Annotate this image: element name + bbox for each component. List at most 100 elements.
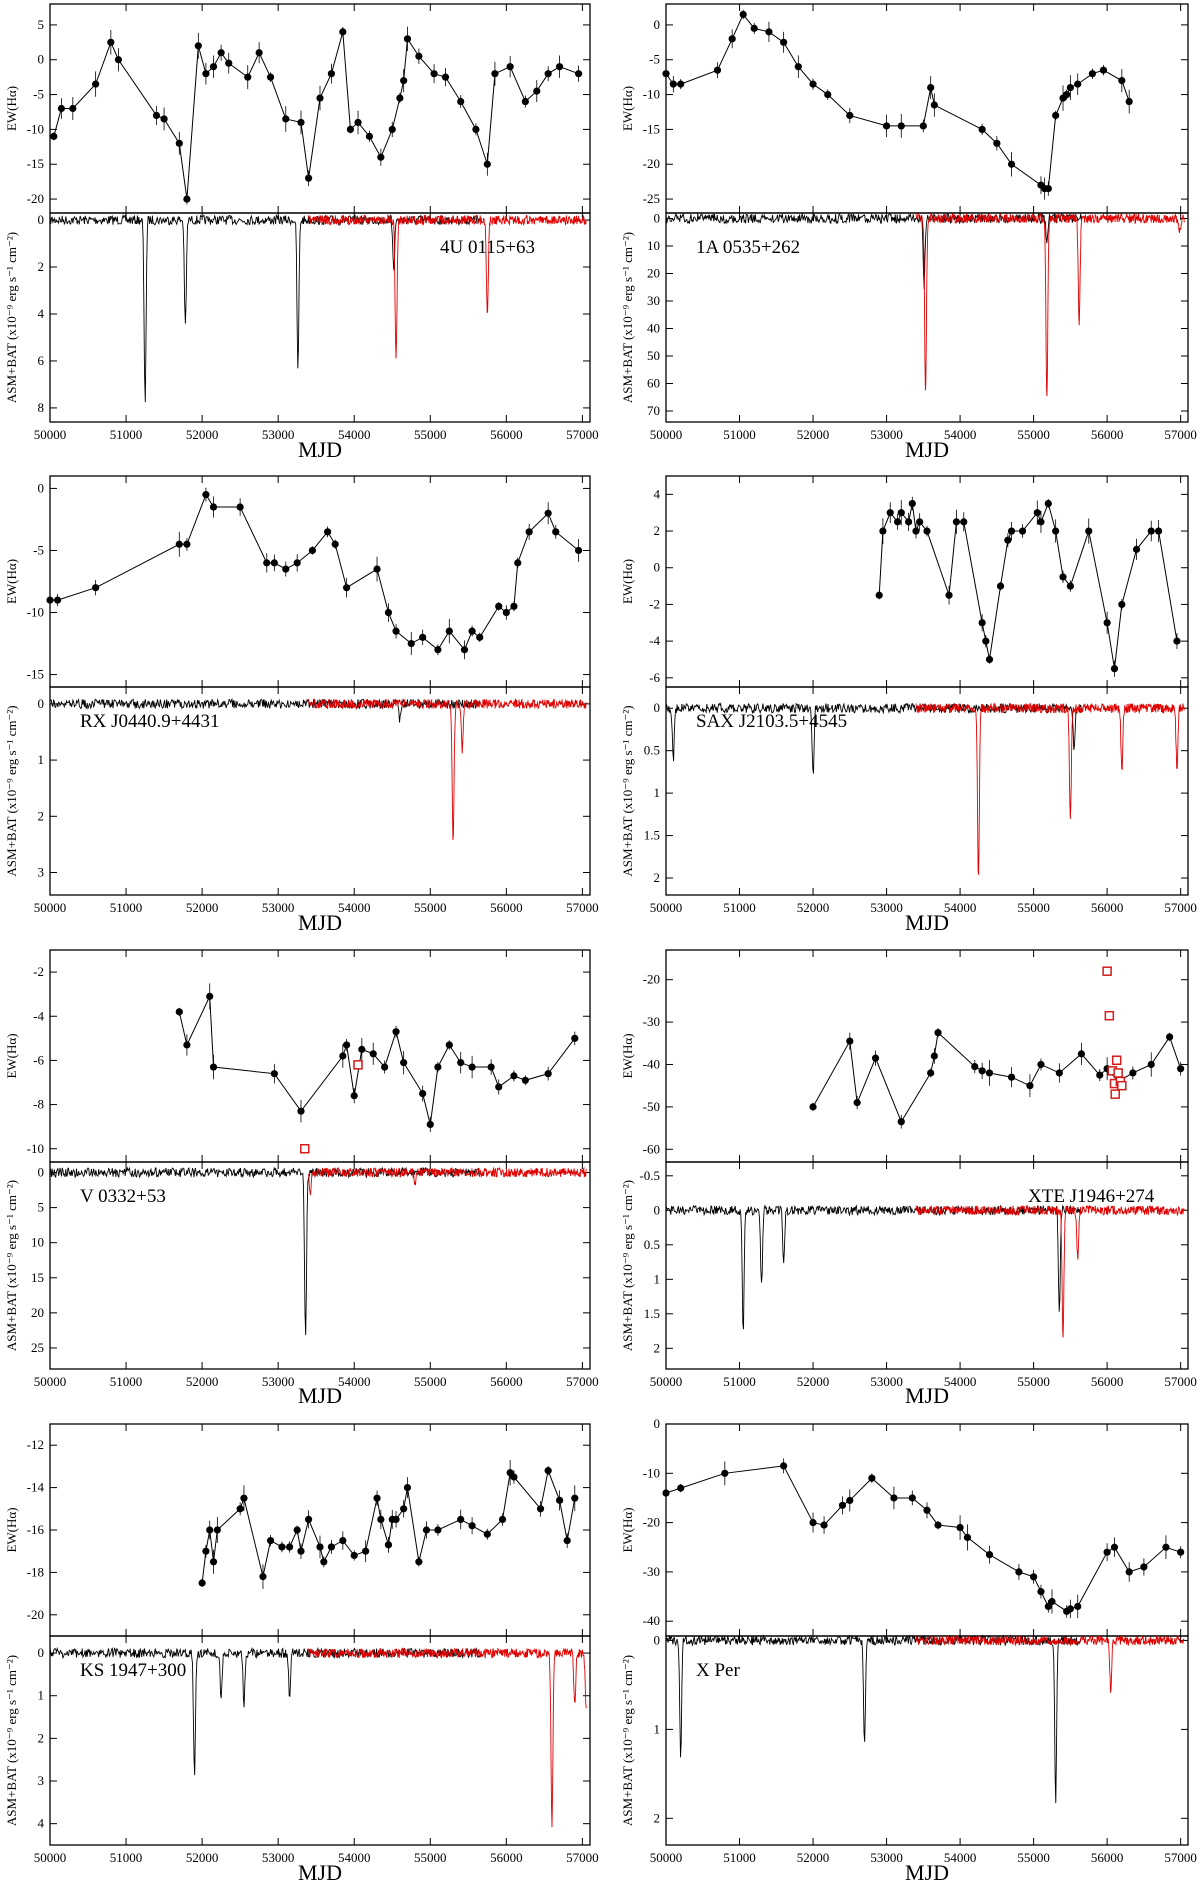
- xtick-label: 54000: [338, 1374, 371, 1389]
- ew-series-line: [50, 493, 579, 651]
- ew-point: [1110, 1543, 1119, 1551]
- ew-ytick-label: -4: [649, 633, 660, 648]
- flux-ytick-label: 0: [38, 1165, 45, 1180]
- ew-point: [282, 115, 290, 123]
- ew-point: [525, 528, 533, 536]
- panel-ks-1947-300: -20 -18 -16 -14 -12 EW(Hα) 0 1 2 3 4 ASM+BAT (x10⁻⁹…: [4, 1423, 599, 1885]
- ew-ytick-label: -15: [643, 121, 660, 136]
- ew-point: [574, 546, 583, 555]
- xtick-label: 55000: [1017, 1374, 1050, 1389]
- ew-point: [669, 80, 677, 88]
- ew-point: [510, 602, 518, 610]
- ew-point: [407, 639, 415, 648]
- ew-point: [963, 1533, 972, 1541]
- ew-axis-label: EW(Hα): [4, 1507, 19, 1552]
- ew-ytick-label: -40: [643, 1613, 660, 1628]
- ew-point: [713, 66, 722, 74]
- ew-point: [555, 63, 564, 71]
- ew-point: [1004, 536, 1012, 544]
- ew-point: [927, 84, 935, 92]
- ew-point: [919, 122, 927, 130]
- bat-lightcurve: [308, 1166, 587, 1196]
- ew-ytick-label: -25: [643, 191, 660, 206]
- xtick-label: 52000: [797, 1374, 830, 1389]
- ew-series-line: [665, 13, 1130, 190]
- ew-ytick-label: 0: [38, 52, 45, 67]
- xtick-label: 51000: [723, 1850, 756, 1865]
- bat-lightcurve: [308, 697, 587, 840]
- ew-point: [996, 582, 1005, 590]
- ew-point: [1066, 84, 1074, 92]
- xtick-label: 54000: [944, 427, 977, 442]
- ew-point: [897, 509, 905, 517]
- source-name-label: 4U 0115+63: [440, 237, 535, 258]
- ew-point: [403, 35, 412, 43]
- ew-point: [175, 540, 183, 548]
- ew-axis-label: EW(Hα): [620, 1033, 635, 1078]
- ew-point: [945, 591, 953, 599]
- xtick-label: 51000: [723, 900, 756, 915]
- ew-point: [868, 1474, 876, 1482]
- ew-point: [978, 1067, 986, 1075]
- ew-point: [533, 87, 541, 95]
- ew-ytick-label: -50: [643, 1099, 660, 1114]
- flux-ytick-label: 1: [654, 785, 661, 800]
- flux-axis-label: ASM+BAT (x10⁻⁹ erg s⁻¹ cm⁻²): [4, 1655, 19, 1826]
- ew-ytick-label: -20: [643, 156, 660, 171]
- ew-point: [985, 1551, 994, 1559]
- ew-point: [225, 59, 233, 67]
- ew-point: [175, 1008, 183, 1016]
- ew-special-point: [300, 1144, 310, 1154]
- ew-point: [879, 527, 887, 535]
- flux-ytick-label: 30: [647, 293, 660, 308]
- flux-frame: [49, 686, 591, 896]
- ew-point: [514, 559, 522, 567]
- ew-point: [392, 627, 400, 635]
- ew-point: [297, 1107, 305, 1115]
- ew-axis-label: EW(Hα): [4, 86, 19, 131]
- ew-point: [502, 608, 510, 617]
- ew-point: [236, 1505, 244, 1513]
- ew-point: [846, 1037, 854, 1045]
- ew-point: [255, 49, 263, 57]
- flux-ytick-label: 1.5: [644, 1306, 660, 1321]
- ew-frame: [49, 475, 591, 688]
- ew-point: [92, 584, 100, 592]
- ew-point: [1140, 1563, 1148, 1571]
- panel-1a-0535-262: -25 -20 -15 -10 -5 0 EW(Hα) 0 10 20 30 40 50 60 70 ASM+…: [620, 3, 1197, 462]
- ew-point: [381, 1063, 389, 1071]
- ew-point: [457, 1515, 465, 1523]
- ew-point: [415, 1558, 423, 1566]
- ew-point: [897, 1118, 905, 1126]
- ew-point: [1154, 527, 1163, 535]
- ew-point: [388, 125, 396, 133]
- ew-point: [324, 528, 332, 536]
- ew-point: [882, 122, 891, 130]
- xtick-label: 53000: [870, 1374, 903, 1389]
- xtick-label: 56000: [490, 1850, 523, 1865]
- ew-point: [270, 1070, 278, 1078]
- xtick-label: 55000: [1017, 1850, 1050, 1865]
- ew-axis-label: EW(Hα): [4, 559, 19, 604]
- ew-axis-label: EW(Hα): [620, 559, 635, 604]
- ew-point: [285, 1543, 294, 1551]
- ew-point: [206, 1526, 214, 1534]
- ew-point: [1037, 1060, 1045, 1069]
- ew-point: [571, 1034, 579, 1042]
- ew-point: [373, 565, 381, 573]
- ew-point: [780, 38, 788, 46]
- flux-ytick-label: 10: [31, 1235, 44, 1250]
- ew-point: [563, 1537, 571, 1545]
- xtick-label: 57000: [566, 427, 599, 442]
- ew-point: [853, 1099, 861, 1107]
- bat-lightcurve: [915, 1634, 1185, 1693]
- flux-frame: [49, 1161, 591, 1370]
- flux-ytick-label: 0: [654, 1202, 661, 1217]
- flux-ytick-label: 0: [654, 1632, 661, 1647]
- ew-point: [343, 1041, 351, 1049]
- ew-ytick-label: -15: [27, 156, 44, 171]
- ew-point: [498, 1515, 507, 1523]
- ew-point: [1129, 1069, 1137, 1077]
- xtick-label: 57000: [566, 900, 599, 915]
- ew-point: [1037, 1588, 1045, 1596]
